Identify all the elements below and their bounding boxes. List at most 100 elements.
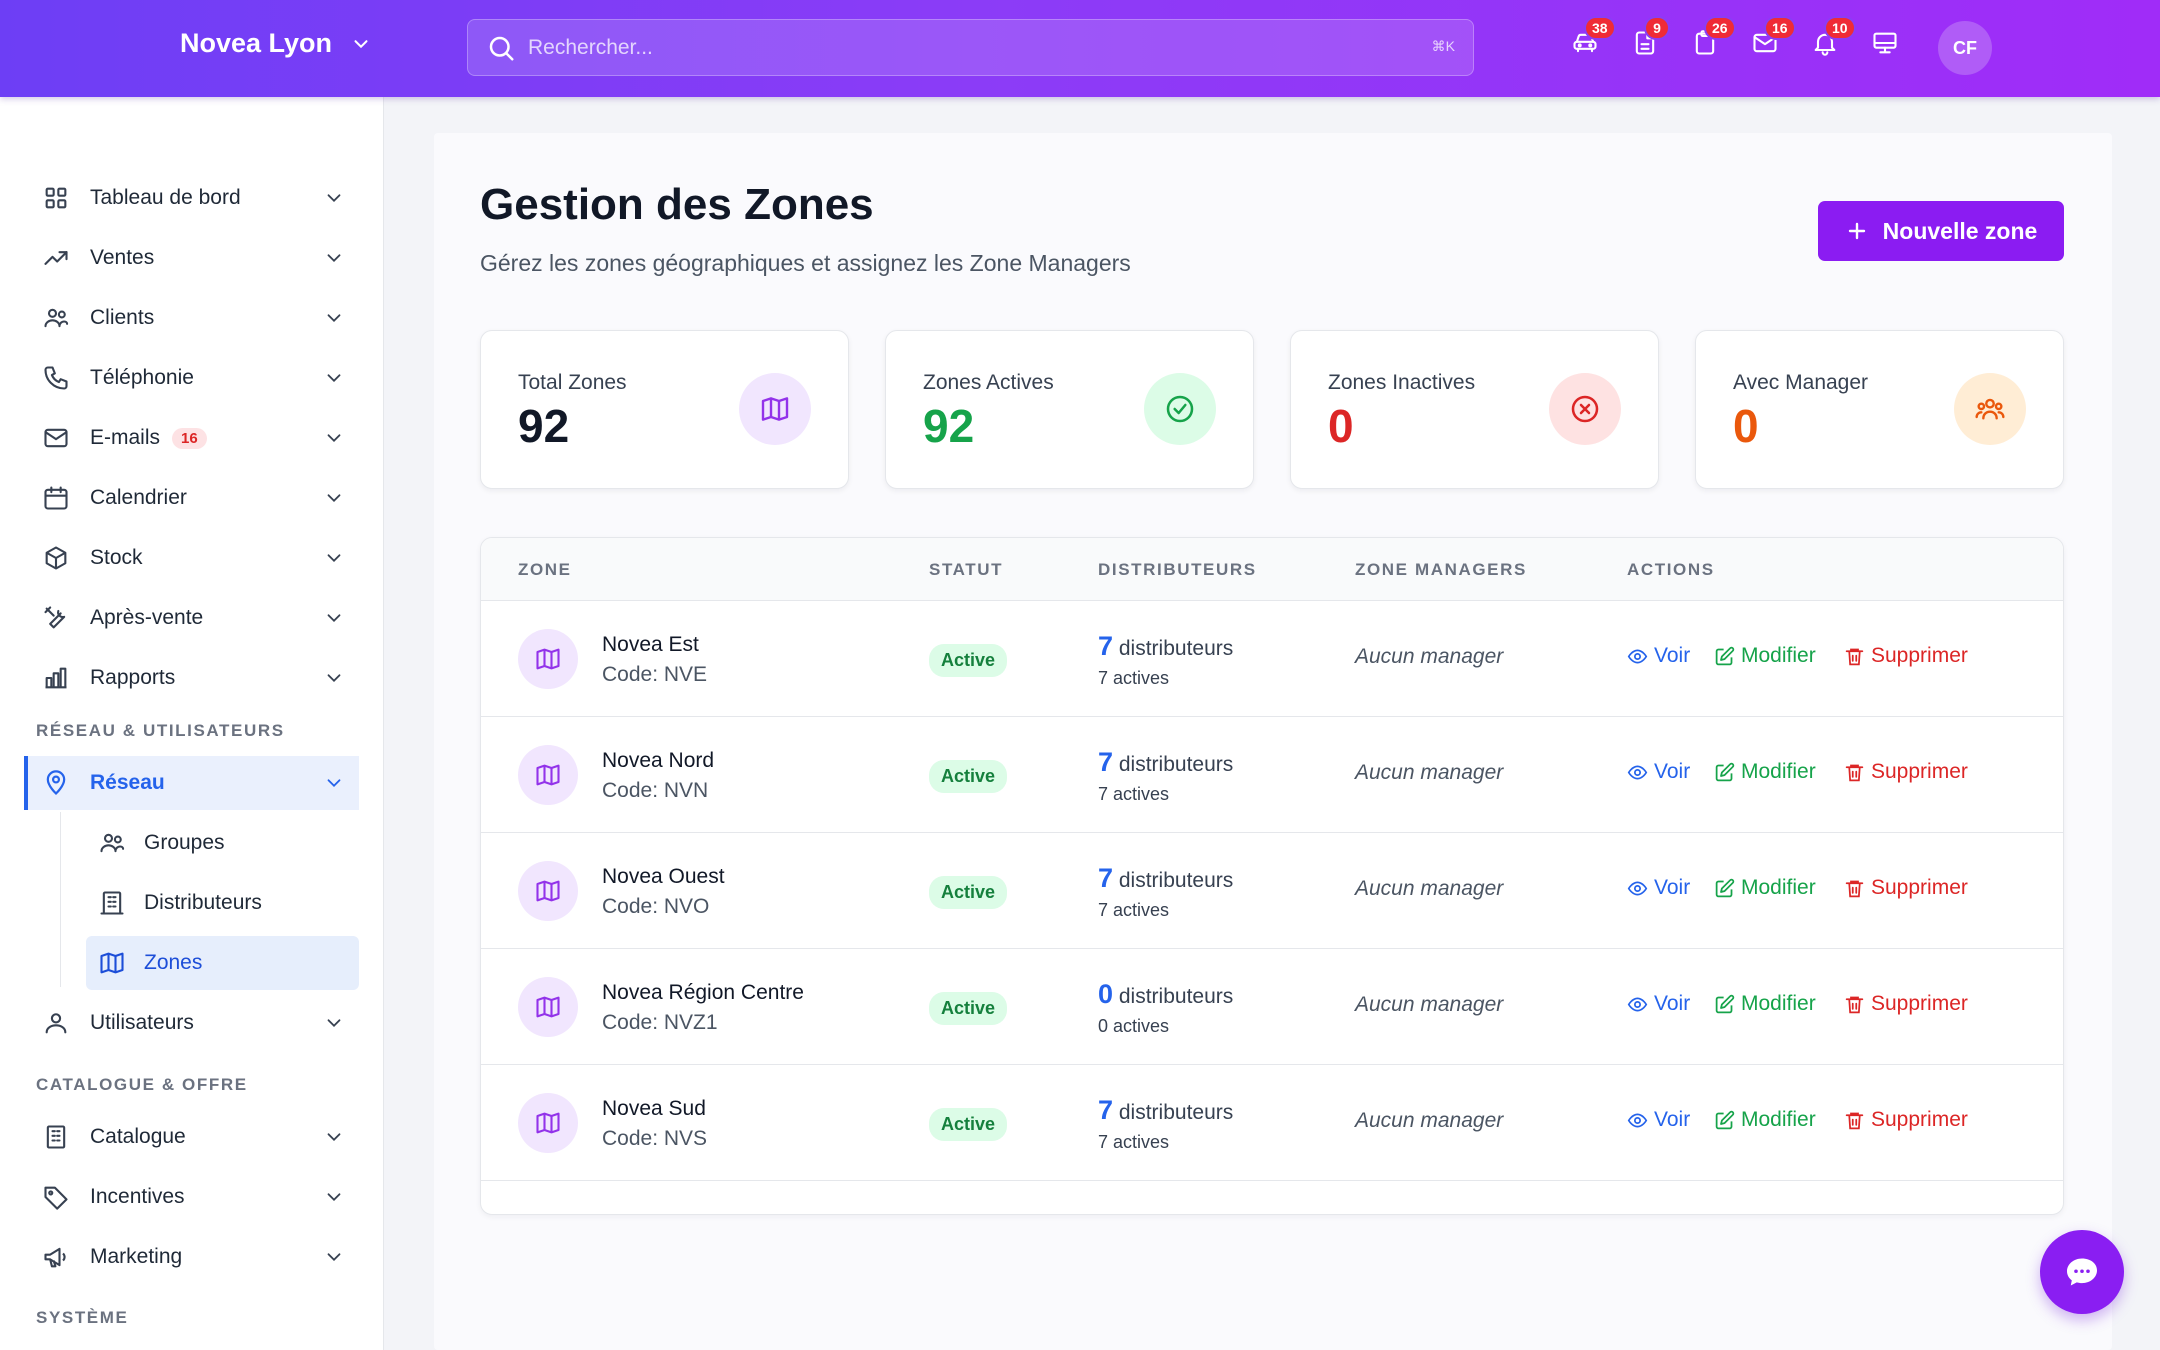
sidebar-item-catalogue[interactable]: Catalogue [24,1110,359,1164]
chevron-down-icon [327,614,341,623]
sidebar-subitem-groupes[interactable]: Groupes [86,816,359,870]
sidebar-item-stock[interactable]: Stock [24,531,359,585]
sidebar-item-reseau[interactable]: Réseau [24,756,359,810]
calendar-icon [42,484,70,512]
sidebar-item-utilisateurs[interactable]: Utilisateurs [24,996,359,1050]
view-button[interactable]: Voir [1627,760,1690,784]
document-icon[interactable]: 9 [1630,16,1670,60]
brand-switcher[interactable]: Novea Lyon [180,28,372,59]
sidebar-item-dashboard[interactable]: Tableau de bord [24,171,359,225]
search-input[interactable] [528,35,1388,60]
map-icon [98,949,126,977]
stat-label: Zones Inactives [1328,371,1476,394]
page-subtitle: Gérez les zones géographiques et assigne… [480,250,1131,276]
edit-icon [1715,646,1735,665]
delete-button[interactable]: Supprimer [1844,760,1968,784]
sidebar-item-clients[interactable]: Clients [24,291,359,345]
sidebar-item-label: Catalogue [90,1125,186,1148]
status-badge: Active [929,992,1008,1025]
sidebar-item-marketing[interactable]: Marketing [24,1230,359,1284]
search-icon [489,36,514,60]
edit-button[interactable]: Modifier [1714,1108,1816,1132]
distributor-actives: 7 actives [1098,900,1170,920]
sidebar-item-label: Marketing [90,1245,183,1268]
column-header-zone: ZONE [518,560,572,579]
distributor-count-label: distributeurs [1118,637,1234,660]
view-button[interactable]: Voir [1627,876,1690,900]
sidebar-item-label: Tableau de bord [90,186,241,209]
view-button[interactable]: Voir [1627,1108,1690,1132]
stat-card-active: Zones Actives 92 [885,330,1254,489]
status-badge: Active [929,1108,1008,1141]
user-icon [42,1009,70,1037]
view-button[interactable]: Voir [1627,644,1690,668]
delete-button[interactable]: Supprimer [1844,992,1968,1016]
chat-button[interactable] [2040,1230,2124,1314]
notification-badge: 9 [1644,16,1670,40]
chevron-down-icon [327,1193,341,1202]
status-badge: Active [929,644,1008,677]
zone-manager: Aucun manager [1355,761,1504,784]
sidebar-item-label: Stock [90,546,143,569]
map-pin-icon [42,769,70,797]
section-network-heading: RÉSEAU & UTILISATEURS [36,721,285,740]
users-icon [42,304,70,332]
grid-icon [42,184,70,212]
edit-button[interactable]: Modifier [1714,760,1816,784]
sidebar-item-calendrier[interactable]: Calendrier [24,471,359,525]
new-zone-button[interactable]: Nouvelle zone [1818,201,2064,261]
sidebar-subitem-zones[interactable]: Zones [86,936,359,990]
sidebar-item-rapports[interactable]: Rapports [24,651,359,705]
sidebar-item-incentives[interactable]: Incentives [24,1170,359,1224]
edit-button[interactable]: Modifier [1714,644,1816,668]
distributor-count-value: 7 [1098,863,1114,893]
zone-name: Novea Ouest [602,865,725,888]
delete-button[interactable]: Supprimer [1844,1108,1968,1132]
delete-label: Supprimer [1871,992,1968,1015]
trash-icon [1845,880,1864,897]
phone-icon [42,364,70,392]
trash-icon [1845,764,1864,781]
edit-icon [1715,994,1735,1013]
trash-icon [1845,1112,1864,1129]
edit-button[interactable]: Modifier [1714,992,1816,1016]
mail-icon[interactable]: 16 [1750,16,1796,60]
sidebar-subitem-distributeurs[interactable]: Distributeurs [86,876,359,930]
car-icon[interactable]: 38 [1570,16,1616,60]
check-circle-icon [1144,373,1216,445]
delete-button[interactable]: Supprimer [1844,644,1968,668]
clipboard-icon[interactable]: 26 [1690,16,1736,60]
distributor-count: 0 distributeurs [1098,979,1233,1010]
delete-label: Supprimer [1871,876,1968,899]
sidebar-item-telephonie[interactable]: Téléphonie [24,351,359,405]
subitem-label: Distributeurs [144,891,262,914]
bell-icon[interactable]: 10 [1810,16,1856,60]
view-button[interactable]: Voir [1627,992,1690,1016]
stat-value: 0 [1733,400,1759,452]
chat-icon [2067,1258,2097,1286]
edit-button[interactable]: Modifier [1714,876,1816,900]
chevron-down-icon [327,314,341,323]
distributor-actives: 7 actives [1098,1132,1170,1152]
zone-name: Novea Nord [602,749,715,772]
stat-label: Avec Manager [1733,371,1869,394]
chevron-down-icon [327,434,341,443]
map-icon [518,977,578,1037]
eye-icon [1627,880,1648,896]
zone-code: Code: NVO [602,895,710,918]
column-header-managers: ZONE MANAGERS [1355,560,1527,579]
sidebar-item-ventes[interactable]: Ventes [24,231,359,285]
monitor-icon[interactable] [1870,26,1900,60]
sidebar-item-emails[interactable]: E-mails 16 [24,411,359,465]
subitem-label: Zones [144,951,203,974]
trend-icon [42,244,70,272]
distributor-actives: 7 actives [1098,668,1170,688]
zone-name: Novea Région Centre [602,981,804,1004]
status-badge: Active [929,876,1008,909]
chart-icon [42,664,70,692]
zone-name: Novea Est [602,633,699,656]
avatar[interactable]: CF [1938,21,1992,75]
delete-button[interactable]: Supprimer [1844,876,1968,900]
sidebar-item-apres-vente[interactable]: Après-vente [24,591,359,645]
trash-icon [1845,996,1864,1013]
